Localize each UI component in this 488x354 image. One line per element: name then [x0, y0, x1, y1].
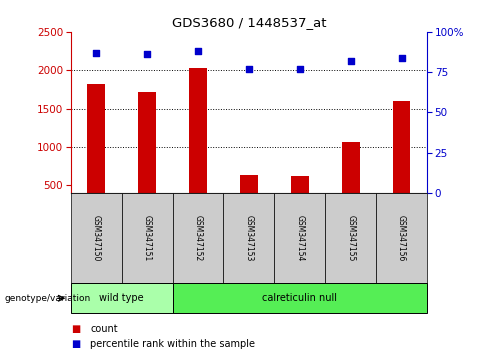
Bar	[274, 193, 325, 283]
Text: GSM347156: GSM347156	[397, 215, 406, 261]
Point	[347, 58, 355, 64]
Text: genotype/variation: genotype/variation	[5, 294, 91, 303]
Bar	[224, 193, 274, 283]
Bar	[87, 84, 105, 193]
Text: GSM347151: GSM347151	[142, 215, 152, 261]
Bar	[376, 193, 427, 283]
Bar	[122, 193, 173, 283]
Text: GSM347155: GSM347155	[346, 215, 355, 261]
Text: GSM347150: GSM347150	[92, 215, 101, 261]
Point	[92, 50, 100, 56]
Title: GDS3680 / 1448537_at: GDS3680 / 1448537_at	[172, 16, 326, 29]
Bar	[342, 142, 360, 193]
Bar	[240, 175, 258, 193]
Point	[296, 66, 304, 72]
Text: ■: ■	[71, 339, 80, 349]
Point	[245, 66, 253, 72]
Point	[194, 48, 202, 54]
Bar	[71, 193, 122, 283]
Bar	[173, 193, 224, 283]
Text: GSM347154: GSM347154	[295, 215, 305, 261]
Bar	[325, 193, 376, 283]
Bar	[291, 176, 309, 193]
Text: count: count	[90, 324, 118, 333]
Text: wild type: wild type	[100, 293, 144, 303]
Bar	[138, 92, 156, 193]
Text: GSM347152: GSM347152	[193, 215, 203, 261]
Bar	[173, 283, 427, 313]
Bar	[189, 68, 207, 193]
Bar	[393, 101, 410, 193]
Text: percentile rank within the sample: percentile rank within the sample	[90, 339, 255, 349]
Point	[398, 55, 406, 61]
Text: calreticulin null: calreticulin null	[262, 293, 337, 303]
Text: GSM347153: GSM347153	[244, 215, 253, 261]
Text: ■: ■	[71, 324, 80, 333]
Point	[143, 52, 151, 57]
Bar	[71, 283, 173, 313]
